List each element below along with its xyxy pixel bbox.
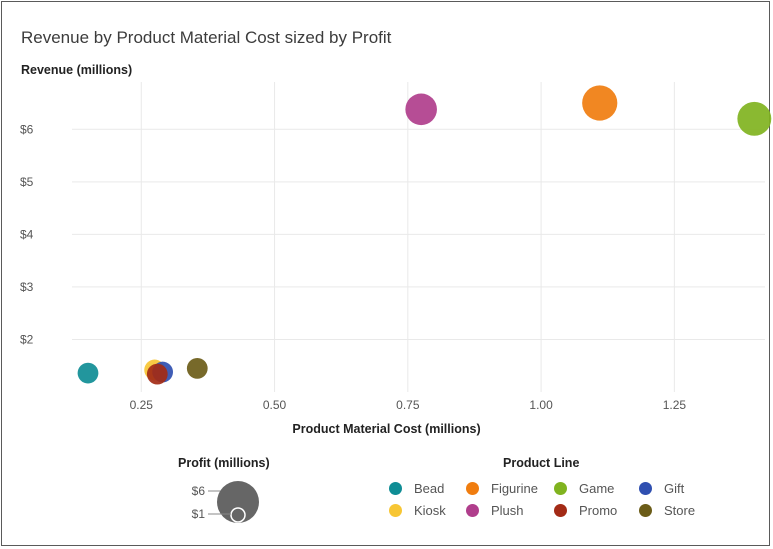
y-tick-label: $6: [20, 122, 34, 136]
y-tick-label: $2: [20, 332, 34, 346]
legend-label: Game: [579, 480, 615, 496]
x-tick-label: 1.25: [663, 398, 687, 412]
legend-label: Figurine: [491, 480, 538, 496]
y-tick-label: $3: [20, 280, 34, 294]
legend-swatch: [389, 503, 402, 517]
legend-swatch: [554, 503, 567, 517]
legend-item-gift[interactable]: Gift: [639, 480, 719, 496]
bubble-bead[interactable]: [77, 362, 99, 384]
bubble-plush[interactable]: [405, 93, 437, 126]
legend-swatch: [639, 481, 652, 495]
legend-item-store[interactable]: Store: [639, 502, 719, 518]
legend-label: Gift: [664, 480, 685, 496]
legend-swatch: [554, 481, 567, 495]
legend-item-plush[interactable]: Plush: [466, 502, 554, 518]
legend-swatch: [466, 481, 479, 495]
legend-label: Store: [664, 502, 696, 518]
legend-item-kiosk[interactable]: Kiosk: [389, 502, 466, 518]
bubble-promo[interactable]: [146, 363, 168, 385]
x-tick-label: 1.00: [529, 398, 553, 412]
size-legend-label: $6: [192, 484, 206, 498]
color-legend: Bead Figurine Game Gift Kiosk Plush Promo Store: [389, 480, 719, 518]
size-legend-title: Profit (millions): [178, 456, 270, 470]
legend-item-promo[interactable]: Promo: [554, 502, 639, 518]
x-tick-label: 0.75: [396, 398, 420, 412]
legend-item-figurine[interactable]: Figurine: [466, 480, 554, 496]
size-legend: $6 $1: [192, 481, 259, 523]
size-legend-label: $1: [192, 507, 206, 521]
y-tick-label: $5: [20, 175, 34, 189]
color-legend-title: Product Line: [503, 456, 580, 470]
x-tick-label: 0.50: [263, 398, 287, 412]
y-tick-label: $4: [20, 227, 34, 241]
legend-label: Promo: [579, 502, 618, 518]
chart-title: Revenue by Product Material Cost sized b…: [21, 28, 392, 47]
legend-swatch: [466, 503, 479, 517]
legend-label: Bead: [414, 480, 445, 496]
legend-label: Kiosk: [414, 502, 446, 518]
size-legend-small-circle: [230, 507, 246, 523]
legend-item-game[interactable]: Game: [554, 480, 639, 496]
x-axis-label: Product Material Cost (millions): [292, 422, 481, 436]
bubble-game[interactable]: [737, 101, 772, 136]
x-tick-label: 0.25: [130, 398, 154, 412]
legend-swatch: [639, 503, 652, 517]
y-axis-label: Revenue (millions): [21, 63, 133, 77]
legend-label: Plush: [491, 502, 524, 518]
size-legend-large-circle: [217, 481, 259, 523]
bubble-figurine[interactable]: [582, 85, 618, 121]
legend-swatch: [389, 481, 402, 495]
bubble-store[interactable]: [186, 357, 208, 379]
legend-item-bead[interactable]: Bead: [389, 480, 466, 496]
